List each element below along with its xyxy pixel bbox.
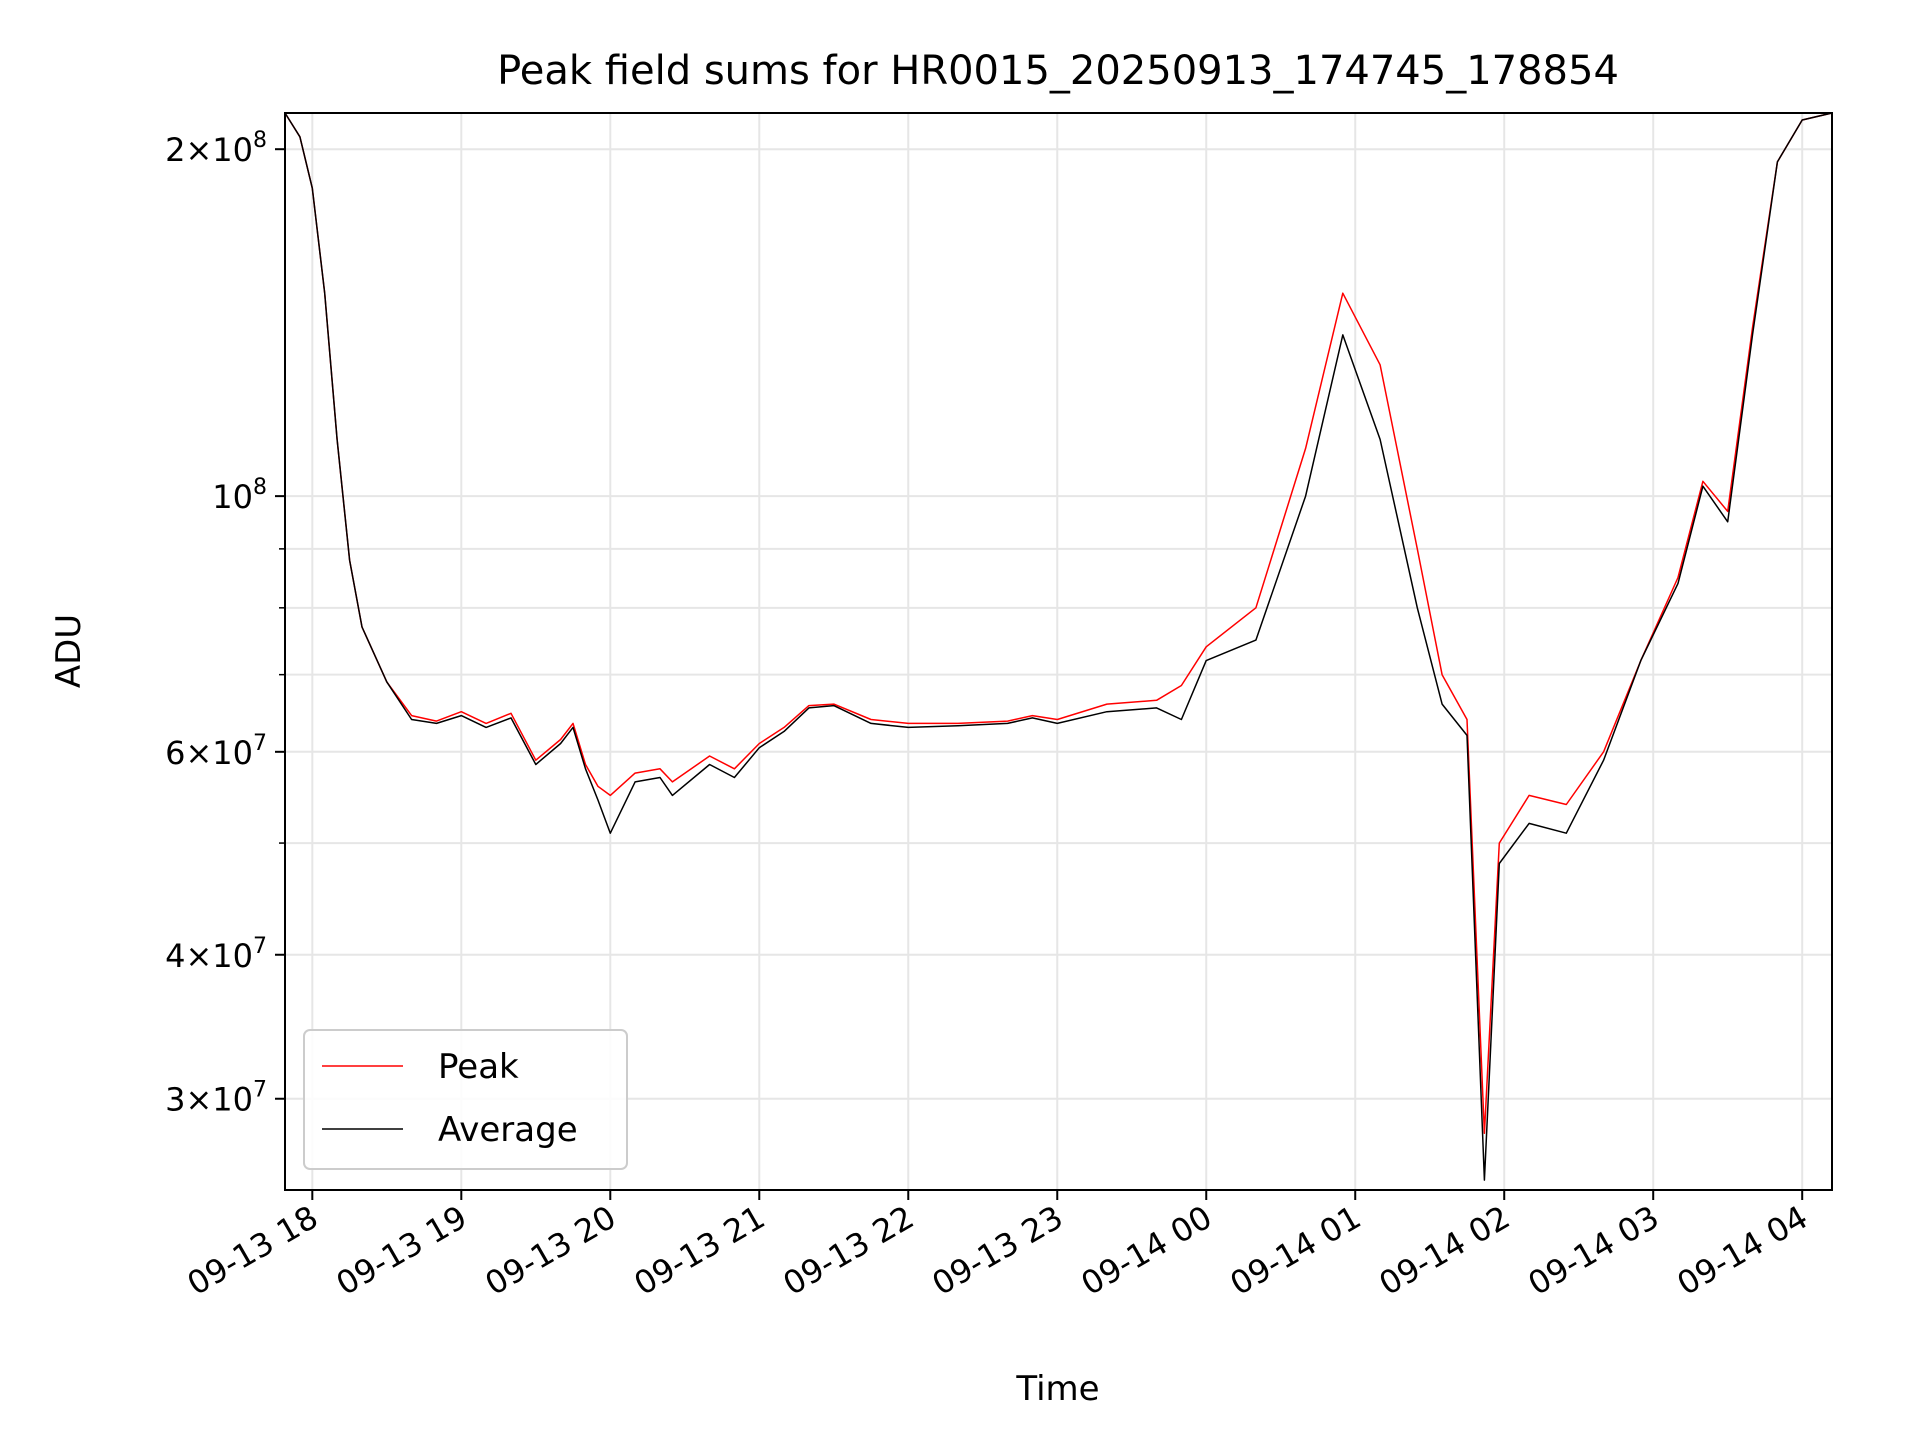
legend-label-average: Average	[438, 1110, 578, 1150]
series-line-peak	[284, 112, 1833, 1135]
chart-title: Peak field sums for HR0015_20250913_1747…	[497, 48, 1619, 94]
plot-frame	[284, 112, 1833, 1191]
x-axis-label: Time	[1015, 1369, 1099, 1409]
legend: Peak Average	[303, 1029, 628, 1170]
y-tick-label: 3×107	[165, 1078, 267, 1119]
y-axis-label: ADU	[49, 614, 89, 688]
series-line-average	[284, 112, 1833, 1181]
y-tick-label: 6×107	[165, 731, 267, 772]
y-tick-label: 2×108	[165, 128, 267, 169]
grid	[285, 113, 1832, 1190]
y-tick-label: 108	[212, 475, 267, 516]
y-axis-ticks: 3×107 4×107 6×107 108 2×108	[165, 128, 285, 1119]
legend-label-peak: Peak	[438, 1047, 519, 1087]
series-layer	[284, 112, 1833, 1181]
y-tick-label: 4×107	[165, 934, 267, 975]
legend-box	[303, 1029, 628, 1170]
